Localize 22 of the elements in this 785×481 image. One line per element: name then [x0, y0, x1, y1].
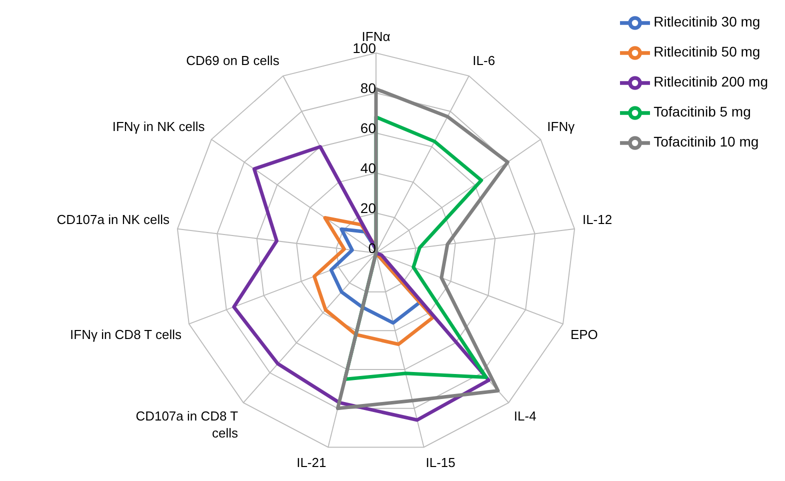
spoke-label: EPO [570, 326, 598, 342]
y-tick-label: 0 [368, 240, 376, 256]
spoke-label: IL-21 [296, 454, 326, 470]
y-tick-label: 60 [360, 120, 376, 136]
spoke-label: IL-4 [514, 408, 536, 424]
y-tick-label: 40 [360, 160, 376, 176]
spoke-label: CD107a in NK cells [56, 212, 170, 227]
spoke-label: IL-6 [472, 52, 496, 68]
spoke-label: IFNγ [547, 118, 576, 134]
y-tick-label: 20 [360, 200, 376, 216]
spoke-label: IFNγ in NK cells [112, 118, 206, 134]
legend-label: Ritlecitinib 30 mg [654, 14, 760, 30]
legend-label: Tofacitinib 5 mg [654, 104, 751, 120]
legend-label: Ritlecitinib 200 mg [654, 74, 768, 90]
spoke-label: CD107a in CD8 T cells [136, 408, 239, 441]
y-tick-label: 80 [360, 80, 376, 96]
spoke-label: IL-12 [582, 212, 612, 227]
spoke-label: CD69 on B cells [186, 52, 280, 68]
spoke-label: IFNγ in CD8 T cells [70, 326, 182, 342]
spoke-label: IL-15 [426, 454, 456, 470]
legend-label: Ritlecitinib 50 mg [654, 44, 760, 60]
legend-label: Tofacitinib 10 mg [654, 134, 759, 150]
